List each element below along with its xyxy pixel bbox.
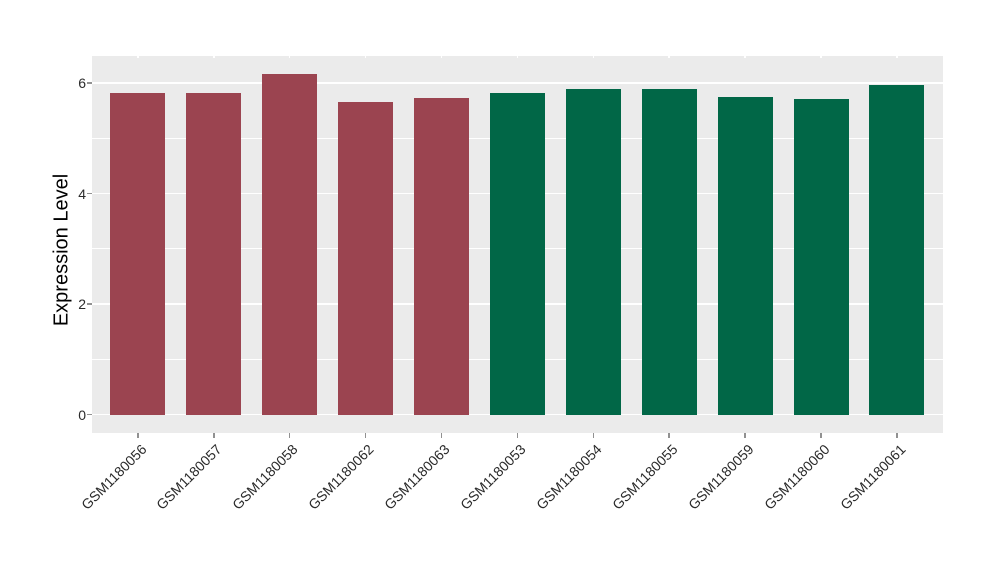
x-tick-mark <box>592 433 595 438</box>
bar-GSM1180061 <box>869 85 925 415</box>
gridline-major-x <box>440 56 443 58</box>
gridline-major-x <box>364 56 367 58</box>
bar-GSM1180057 <box>186 92 242 415</box>
y-tick-label: 6 <box>78 75 86 92</box>
x-tick-mark <box>744 433 746 438</box>
bar-GSM1180059 <box>717 97 773 415</box>
bar-GSM1180056 <box>110 92 166 415</box>
x-tick-label-GSM1180062: GSM1180062 <box>305 441 377 513</box>
bar-GSM1180060 <box>793 99 849 415</box>
bar-GSM1180055 <box>641 89 697 415</box>
bar-GSM1180063 <box>414 97 469 415</box>
x-tick-label-GSM1180056: GSM1180056 <box>77 441 150 513</box>
y-tick-label: 4 <box>78 185 86 202</box>
gridline-major-x <box>288 56 291 58</box>
gridline-major-x <box>668 56 670 58</box>
gridline-major-x <box>137 56 139 58</box>
x-tick-mark <box>820 433 822 438</box>
gridline-major-x <box>592 56 595 58</box>
x-tick-label-GSM1180063: GSM1180063 <box>381 441 453 513</box>
y-tick-label: 0 <box>78 406 86 423</box>
gridline-major-x <box>744 56 746 58</box>
y-tick-mark <box>87 192 92 195</box>
x-tick-mark <box>896 433 898 438</box>
gridline-major-x <box>213 56 215 58</box>
plot-panel <box>92 56 943 433</box>
bar-GSM1180058 <box>262 74 318 415</box>
gridline-major-y0 <box>92 413 943 416</box>
x-tick-mark <box>364 433 367 438</box>
gridline-major-y6 <box>92 82 943 84</box>
x-tick-label-GSM1180053: GSM1180053 <box>457 441 529 513</box>
gridline-major-x <box>516 56 519 58</box>
x-tick-label-GSM1180057: GSM1180057 <box>153 441 226 513</box>
x-tick-mark <box>137 433 139 438</box>
x-tick-label-GSM1180061: GSM1180061 <box>836 441 909 513</box>
gridline-major-x <box>896 56 898 58</box>
x-tick-label-GSM1180060: GSM1180060 <box>760 441 833 513</box>
y-tick-label: 2 <box>78 296 86 313</box>
y-tick-mark <box>87 82 92 84</box>
x-tick-mark <box>668 433 670 438</box>
x-tick-mark <box>440 433 443 438</box>
bar-GSM1180062 <box>338 101 394 415</box>
x-tick-label-GSM1180059: GSM1180059 <box>684 441 757 513</box>
x-tick-label-GSM1180058: GSM1180058 <box>229 441 302 513</box>
bar-GSM1180053 <box>489 92 545 415</box>
x-tick-label-GSM1180054: GSM1180054 <box>532 441 605 513</box>
x-tick-mark <box>213 433 215 438</box>
gridline-major-x <box>820 56 822 58</box>
y-tick-mark <box>87 413 92 416</box>
x-tick-mark <box>516 433 519 438</box>
x-tick-mark <box>288 433 291 438</box>
y-tick-mark <box>87 303 92 305</box>
x-tick-label-GSM1180055: GSM1180055 <box>608 441 681 513</box>
bar-GSM1180054 <box>565 89 621 415</box>
